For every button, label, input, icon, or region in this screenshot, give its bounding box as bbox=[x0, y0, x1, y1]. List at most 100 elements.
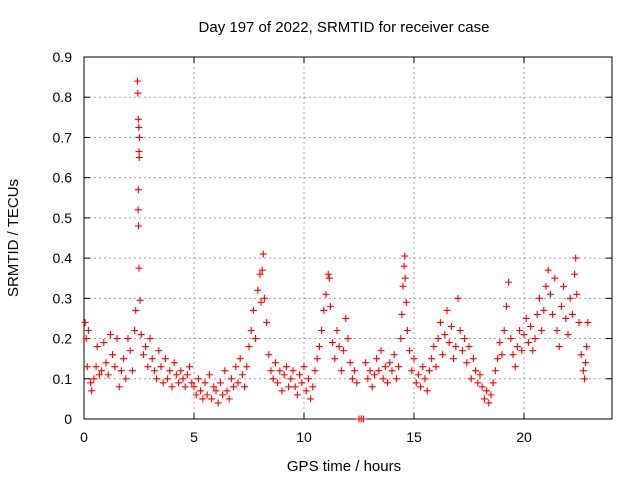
data-point bbox=[333, 327, 341, 335]
data-point bbox=[109, 351, 117, 359]
data-point bbox=[201, 379, 209, 387]
data-point bbox=[134, 115, 142, 123]
data-point bbox=[135, 148, 143, 156]
y-tick-label: 0.2 bbox=[53, 331, 73, 347]
data-point bbox=[179, 375, 187, 383]
data-point bbox=[441, 331, 449, 339]
data-point bbox=[161, 355, 169, 363]
data-point bbox=[172, 371, 180, 379]
data-point bbox=[300, 363, 308, 371]
data-point bbox=[88, 387, 96, 395]
data-point bbox=[183, 371, 191, 379]
data-point bbox=[120, 355, 128, 363]
axes bbox=[83, 56, 613, 420]
data-point bbox=[381, 363, 389, 371]
data-points bbox=[81, 77, 592, 423]
data-point bbox=[144, 363, 152, 371]
data-point bbox=[203, 391, 211, 399]
data-point bbox=[423, 387, 431, 395]
x-tick-label: 15 bbox=[406, 429, 422, 445]
data-point bbox=[538, 327, 546, 335]
data-point bbox=[410, 355, 418, 363]
data-point bbox=[135, 222, 143, 230]
data-point bbox=[175, 379, 183, 387]
data-point bbox=[82, 335, 90, 343]
data-point bbox=[115, 383, 123, 391]
data-point bbox=[439, 351, 447, 359]
data-point bbox=[247, 327, 255, 335]
data-point bbox=[443, 306, 451, 314]
data-point bbox=[472, 367, 480, 375]
data-point bbox=[575, 318, 583, 326]
data-point bbox=[146, 335, 154, 343]
data-point bbox=[375, 367, 383, 375]
y-tick-label: 0.5 bbox=[53, 210, 73, 226]
y-tick-label: 0.7 bbox=[53, 129, 73, 145]
data-point bbox=[436, 318, 444, 326]
data-point bbox=[344, 335, 352, 343]
data-point bbox=[335, 343, 343, 351]
data-point bbox=[564, 331, 572, 339]
data-point bbox=[518, 347, 526, 355]
data-point bbox=[148, 355, 156, 363]
data-point bbox=[403, 327, 411, 335]
data-point bbox=[137, 331, 145, 339]
data-point bbox=[430, 343, 438, 351]
data-point bbox=[102, 359, 110, 367]
data-point bbox=[98, 367, 106, 375]
data-point bbox=[401, 252, 409, 260]
data-point bbox=[142, 343, 150, 351]
data-point bbox=[134, 206, 142, 214]
data-point bbox=[309, 383, 317, 391]
y-tick-label: 0.9 bbox=[53, 49, 73, 65]
data-point bbox=[351, 367, 359, 375]
data-point bbox=[291, 383, 299, 391]
data-point bbox=[170, 359, 178, 367]
data-point bbox=[397, 335, 405, 343]
data-point bbox=[230, 383, 238, 391]
data-point bbox=[507, 335, 515, 343]
data-point bbox=[135, 264, 143, 272]
data-point bbox=[159, 379, 167, 387]
data-point bbox=[257, 298, 265, 306]
data-point bbox=[412, 379, 420, 387]
data-point bbox=[399, 282, 407, 290]
x-tick-label: 10 bbox=[296, 429, 312, 445]
data-point bbox=[188, 379, 196, 387]
data-point bbox=[256, 270, 264, 278]
data-point bbox=[494, 355, 502, 363]
tick-labels: 0 0.1 0.2 0.3 0.4 0.5 0.6 0.7 0.8 0.9 0 5 10 15 20 bbox=[53, 49, 532, 445]
data-point bbox=[428, 355, 436, 363]
chart-title: Day 197 of 2022, SRMTID for receiver cas… bbox=[199, 19, 490, 36]
data-point bbox=[164, 375, 172, 383]
data-point bbox=[553, 327, 561, 335]
data-point bbox=[485, 399, 493, 407]
data-point bbox=[331, 355, 339, 363]
data-point bbox=[359, 415, 367, 423]
data-point bbox=[549, 310, 557, 318]
data-point bbox=[111, 363, 119, 371]
data-point bbox=[513, 343, 521, 351]
data-point bbox=[577, 351, 585, 359]
y-tick-label: 0.6 bbox=[53, 170, 73, 186]
data-point bbox=[342, 314, 350, 322]
data-point bbox=[362, 359, 370, 367]
data-point bbox=[557, 302, 565, 310]
data-point bbox=[113, 335, 121, 343]
data-point bbox=[325, 274, 333, 282]
data-point bbox=[498, 351, 506, 359]
data-point bbox=[551, 274, 559, 282]
data-point bbox=[480, 395, 488, 403]
data-point bbox=[458, 347, 466, 355]
data-point bbox=[225, 395, 233, 403]
data-point bbox=[289, 367, 297, 375]
data-point bbox=[463, 359, 471, 367]
data-point bbox=[81, 318, 89, 326]
data-point bbox=[136, 296, 144, 304]
data-point bbox=[329, 339, 337, 347]
data-point bbox=[304, 375, 312, 383]
data-point bbox=[135, 123, 143, 131]
data-point bbox=[581, 375, 588, 383]
data-point bbox=[243, 363, 251, 371]
data-point bbox=[555, 343, 563, 351]
